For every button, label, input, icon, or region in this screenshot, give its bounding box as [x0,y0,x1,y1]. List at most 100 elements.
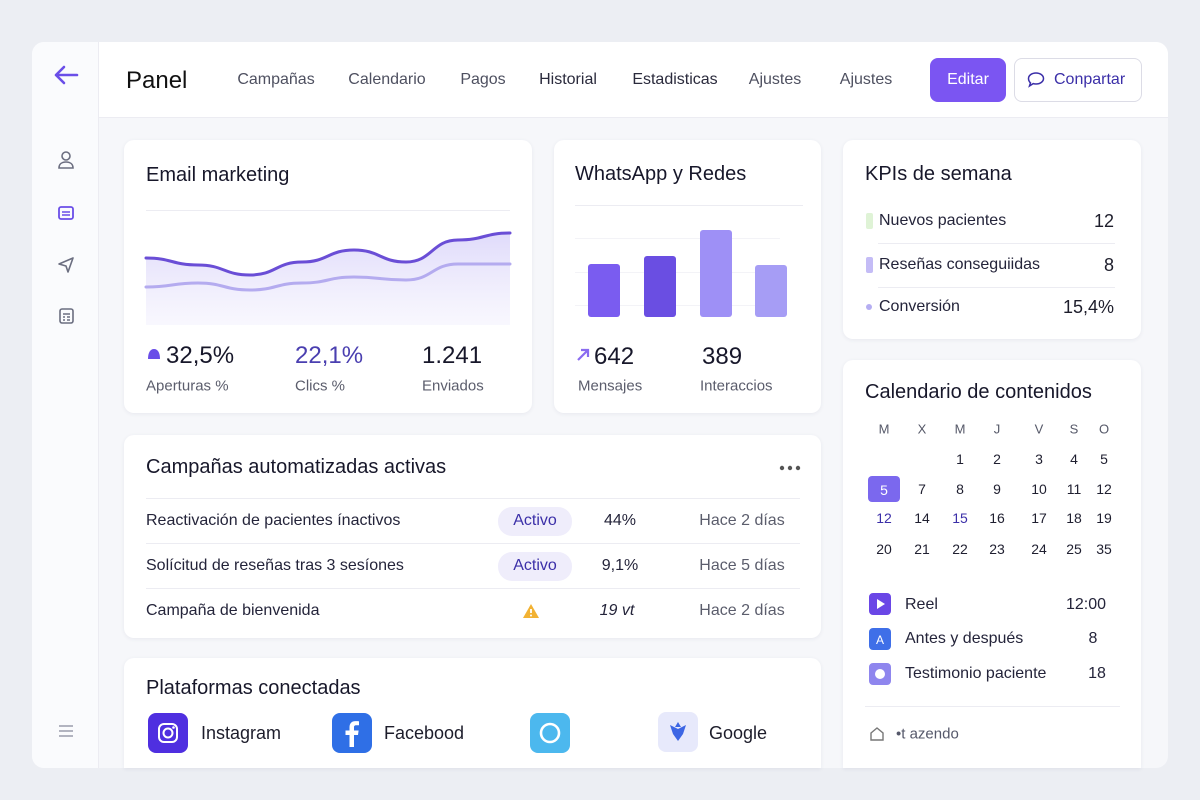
share-button[interactable] [1014,58,1142,102]
menu-icon[interactable] [58,725,74,737]
calendar-day[interactable]: 4 [1070,451,1078,467]
stat-value: 642 [594,343,635,370]
calendar-day[interactable]: 25 [1066,541,1082,557]
status-pill [498,552,572,581]
send-icon[interactable] [57,256,75,274]
kpi-label: Reseñas conseguiidas [879,256,1040,273]
divider [146,498,800,499]
weekday-label: M [878,421,890,437]
sidebar [32,42,99,768]
campaign-name[interactable]: Reactivación de pacientes ínactivos [146,512,401,529]
edit-button-label: Editar [947,71,989,88]
divider [865,706,1120,707]
calendar-day[interactable]: 16 [989,510,1005,526]
stat-value: 389 [702,343,743,370]
bar [644,256,676,317]
weekday-label: J [993,421,1001,437]
google-icon[interactable] [658,712,698,752]
campaign-time: Hace 5 días [699,557,785,574]
edit-button[interactable] [930,58,1006,102]
campaign-name[interactable]: Campaña de bienvenida [146,602,320,619]
calendar-day[interactable]: 23 [989,541,1005,557]
event-label: Reel [905,596,938,613]
calendar-day[interactable]: 20 [876,541,892,557]
kpi-marker [866,257,873,273]
campaign-status: Activo [513,512,557,529]
platform-icon[interactable] [530,713,570,753]
calendar-day[interactable]: 9 [993,481,1001,497]
stat-value: 22,1% [295,342,364,369]
calendar-day[interactable]: 5 [1100,451,1108,467]
campaign-name[interactable]: Solícitud de reseñas tras 3 sesíones [146,557,404,574]
kpi-label: Nuevos pacientes [879,212,1007,229]
campaign-time: Hace 2 días [699,602,785,619]
calendar-day[interactable]: 8 [956,481,964,497]
calendar-day[interactable]: 18 [1066,510,1082,526]
weekday-label: M [954,421,966,437]
event-value: 8 [1088,630,1098,647]
kpi-value: 15,4% [1062,297,1114,317]
line-series [144,262,512,292]
inbox-icon[interactable] [58,206,74,220]
divider [575,205,803,206]
warning-icon [523,604,539,618]
calendar-day[interactable]: 22 [952,541,968,557]
calendar-day[interactable]: 12 [1096,481,1112,497]
status-pill [498,507,572,536]
nav-link[interactable]: Pagos [460,71,506,88]
nav-link[interactable]: Ajustes [748,71,802,88]
calendar-day[interactable]: 5 [880,482,888,498]
event-label: Antes y después [905,630,1024,647]
calendar-day[interactable]: 12 [876,510,892,526]
calendar-day[interactable]: 7 [918,481,926,497]
stat-label: Clics % [295,377,346,395]
calendar-day[interactable]: 11 [1066,481,1082,497]
line-series [144,231,512,277]
calendar-day[interactable]: 3 [1035,451,1043,467]
divider [575,305,780,306]
event-value: 12:00 [1065,596,1107,613]
calendar-day[interactable]: 17 [1031,510,1047,526]
kpi-card [843,140,1141,339]
calendar-card [843,360,1141,768]
profile-icon[interactable] [58,151,74,169]
weekday-label: S [1069,421,1079,437]
calendar-day[interactable]: 24 [1031,541,1047,557]
divider [575,272,780,273]
weekday-label: O [1098,421,1110,437]
nav-link[interactable]: Historial [539,71,597,88]
nav-link[interactable]: Estadisticas [632,71,718,88]
calendar-day[interactable]: 14 [914,510,930,526]
calendar-day[interactable]: 15 [952,510,968,526]
card-title: Plataformas conectadas [146,677,361,699]
campaign-status: Activo [513,557,557,574]
nav-link[interactable]: Campañas [237,71,315,88]
selected-day [868,476,900,502]
svg-text:A: A [876,633,884,647]
nav-link[interactable]: Ajustes [839,71,893,88]
calendar-day[interactable]: 10 [1031,481,1047,497]
home-icon [870,727,884,741]
back-button[interactable] [52,64,80,86]
instagram-icon[interactable] [148,713,188,753]
calendar-day[interactable]: 21 [914,541,930,557]
kpi-label: Conversión [879,298,960,315]
calendar-day[interactable]: 1 [956,451,964,467]
calendar-day[interactable]: 2 [993,451,1001,467]
platform-label: Google [709,723,768,743]
campaign-rate: 19 vt [599,602,635,619]
calendar-day[interactable]: 35 [1096,541,1112,557]
kpi-value: 12 [1093,211,1114,231]
calendar-day[interactable]: 19 [1096,510,1112,526]
stat-label: Interaccios [700,377,773,395]
calendar-icon[interactable] [59,308,74,324]
platform-label: Facebood [384,723,465,743]
card-title: KPIs de semana [865,163,1012,185]
facebook-icon[interactable] [332,713,372,753]
divider [878,243,1115,244]
event-icon [869,663,891,685]
footer-brand: •t azendo [896,725,959,743]
more-button[interactable] [779,465,801,471]
nav-link[interactable]: Calendario [348,71,426,88]
